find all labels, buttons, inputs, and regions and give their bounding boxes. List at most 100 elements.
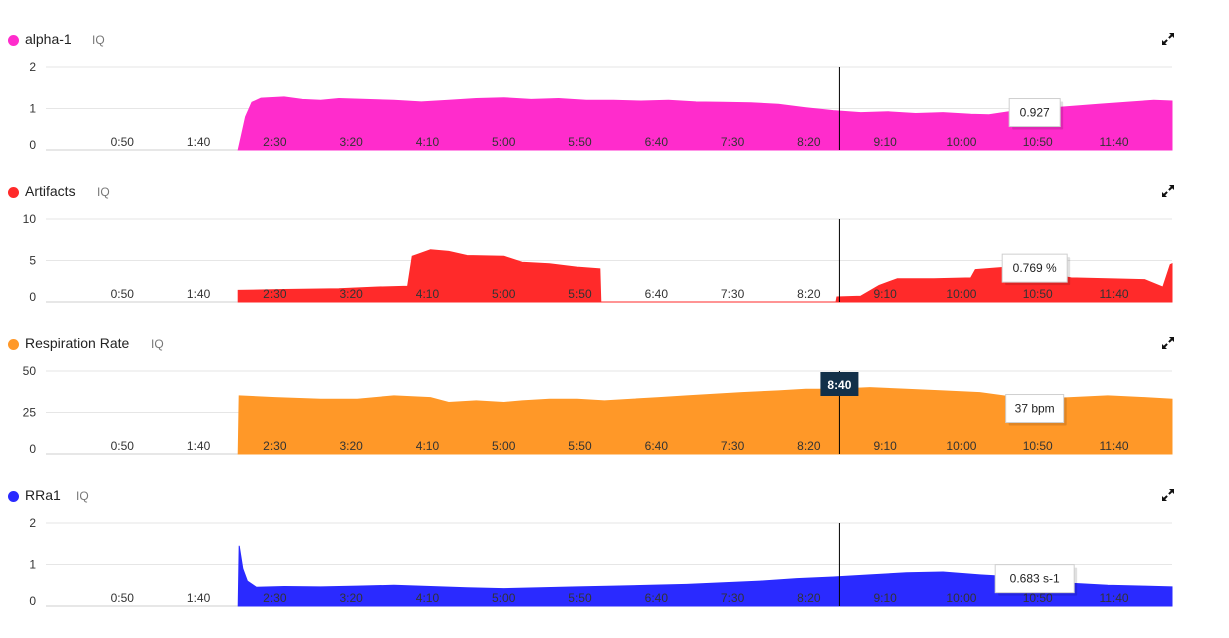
x-tick-label: 11:40 xyxy=(1099,591,1128,605)
x-tick-label: 2:30 xyxy=(263,135,287,149)
x-tick-label: 1:40 xyxy=(187,439,211,453)
x-tick-label: 10:50 xyxy=(1023,135,1053,149)
x-tick-label: 6:40 xyxy=(645,135,669,149)
y-tick-label: 0 xyxy=(29,290,36,304)
x-tick-label: 0:50 xyxy=(111,591,135,605)
x-tick-label: 5:00 xyxy=(492,135,516,149)
x-tick-label: 6:40 xyxy=(645,591,669,605)
x-tick-label: 5:00 xyxy=(492,439,516,453)
svg-text:8:40: 8:40 xyxy=(827,378,851,392)
x-tick-label: 5:50 xyxy=(568,135,592,149)
x-tick-label: 5:50 xyxy=(568,591,592,605)
iq-badge[interactable]: IQ xyxy=(76,489,89,503)
value-tooltip: 37 bpm xyxy=(1005,394,1067,426)
x-tick-label: 3:20 xyxy=(339,591,363,605)
y-tick-label: 1 xyxy=(29,558,36,572)
x-tick-label: 8:20 xyxy=(797,439,821,453)
x-tick-label: 5:00 xyxy=(492,287,516,301)
chart-panel-artifacts: Artifacts IQ 10 5 0 0:50 1:40 2:30 3:20 4:10 5:00 5… xyxy=(0,182,1229,334)
iq-badge[interactable]: IQ xyxy=(151,337,164,351)
legend-dot-icon xyxy=(8,187,19,198)
expand-icon[interactable] xyxy=(1161,32,1175,46)
x-tick-label: 6:40 xyxy=(645,439,669,453)
x-tick-label: 1:40 xyxy=(187,135,211,149)
y-tick-label: 10 xyxy=(23,212,37,226)
x-tick-label: 9:10 xyxy=(874,135,898,149)
chart-header: alpha-1 IQ xyxy=(0,30,1229,50)
value-tooltip: 0.769 % xyxy=(1001,253,1071,286)
svg-text:0.769 %: 0.769 % xyxy=(1013,261,1057,275)
expand-icon[interactable] xyxy=(1161,184,1175,198)
x-tick-label: 10:50 xyxy=(1023,439,1053,453)
x-tick-label: 7:30 xyxy=(721,439,745,453)
expand-icon[interactable] xyxy=(1161,488,1175,502)
x-tick-label: 2:30 xyxy=(263,439,287,453)
x-tick-label: 8:20 xyxy=(797,287,821,301)
x-tick-label: 8:20 xyxy=(797,135,821,149)
expand-icon[interactable] xyxy=(1161,336,1175,350)
chart-header: Respiration Rate IQ xyxy=(0,334,1229,354)
chart-title[interactable]: alpha-1 xyxy=(25,31,72,47)
x-tick-label: 9:10 xyxy=(874,591,898,605)
y-tick-label: 0 xyxy=(29,594,36,608)
y-tick-label: 0 xyxy=(29,138,36,152)
chart-title[interactable]: Artifacts xyxy=(25,183,76,199)
x-tick-label: 10:00 xyxy=(946,439,976,453)
y-tick-label: 0 xyxy=(29,442,36,456)
x-tick-label: 5:50 xyxy=(568,439,592,453)
x-tick-label: 7:30 xyxy=(721,591,745,605)
x-tick-label: 10:00 xyxy=(946,591,976,605)
x-tick-label: 11:40 xyxy=(1099,135,1128,149)
value-tooltip: 0.683 s-1 xyxy=(994,564,1078,596)
chart-plot[interactable]: 50 25 0 0:50 1:40 2:30 3:20 4:10 5:00 5:50 6:40 7:3… xyxy=(0,354,1229,484)
x-tick-label: 10:50 xyxy=(1023,591,1053,605)
chart-header: RRa1 IQ xyxy=(0,486,1229,506)
iq-badge[interactable]: IQ xyxy=(92,33,105,47)
x-tick-label: 10:00 xyxy=(946,287,976,301)
x-tick-label: 5:50 xyxy=(568,287,592,301)
chart-title[interactable]: Respiration Rate xyxy=(25,335,130,351)
chart-title[interactable]: RRa1 xyxy=(25,487,61,503)
value-tooltip: 0.927 xyxy=(1008,98,1064,130)
x-tick-label: 3:20 xyxy=(339,439,363,453)
x-tick-label: 2:30 xyxy=(263,591,287,605)
x-tick-label: 2:30 xyxy=(263,287,287,301)
legend-dot-icon xyxy=(8,339,19,350)
x-tick-label: 0:50 xyxy=(111,135,135,149)
x-tick-label: 10:50 xyxy=(1023,287,1053,301)
x-tick-label: 9:10 xyxy=(874,287,898,301)
crosshair-time-label: 8:40 xyxy=(820,372,859,396)
chart-plot[interactable]: 2 1 0 0:50 1:40 2:30 3:20 4:10 5:00 5:50 6:40 7:30 8… xyxy=(0,506,1229,636)
chart-plot[interactable]: 10 5 0 0:50 1:40 2:30 3:20 4:10 5:00 5:50 6:40 7:30… xyxy=(0,202,1229,332)
y-tick-label: 50 xyxy=(23,364,37,378)
y-tick-label: 5 xyxy=(29,254,36,268)
chart-panel-rra1: RRa1 IQ 2 1 0 0:50 1:40 2:30 3:20 4:10 5:00 5:50 6:4… xyxy=(0,486,1229,638)
x-tick-label: 1:40 xyxy=(187,287,211,301)
svg-text:37 bpm: 37 bpm xyxy=(1015,402,1055,416)
x-tick-label: 9:10 xyxy=(874,439,898,453)
chart-plot[interactable]: 2 1 0 0:50 1:40 2:30 3:20 4:10 5:00 5:50 6:40 7:30 8… xyxy=(0,50,1229,180)
iq-badge[interactable]: IQ xyxy=(97,185,110,199)
chart-header: Artifacts IQ xyxy=(0,182,1229,202)
x-tick-label: 11:40 xyxy=(1099,287,1128,301)
chart-panel-alpha1: alpha-1 IQ 2 1 0 0:50 1:40 2:30 3:20 4:10 5:00 5:50… xyxy=(0,30,1229,182)
x-tick-label: 0:50 xyxy=(111,439,135,453)
x-tick-label: 10:00 xyxy=(946,135,976,149)
chart-panel-resp: Respiration Rate IQ 50 25 0 0:50 1:40 2:30 3:20 4… xyxy=(0,334,1229,486)
y-tick-label: 2 xyxy=(29,516,36,530)
series-area-artifacts xyxy=(237,249,1173,303)
x-tick-label: 4:10 xyxy=(416,439,440,453)
y-tick-label: 25 xyxy=(23,406,37,420)
x-tick-label: 0:50 xyxy=(111,287,135,301)
x-tick-label: 4:10 xyxy=(416,591,440,605)
svg-text:0.927: 0.927 xyxy=(1020,106,1050,120)
legend-dot-icon xyxy=(8,35,19,46)
legend-dot-icon xyxy=(8,491,19,502)
x-tick-label: 7:30 xyxy=(721,135,745,149)
x-tick-label: 8:20 xyxy=(797,591,821,605)
x-tick-label: 1:40 xyxy=(187,591,211,605)
x-tick-label: 3:20 xyxy=(339,287,363,301)
x-tick-label: 5:00 xyxy=(492,591,516,605)
x-tick-label: 11:40 xyxy=(1099,439,1128,453)
x-tick-label: 4:10 xyxy=(416,287,440,301)
